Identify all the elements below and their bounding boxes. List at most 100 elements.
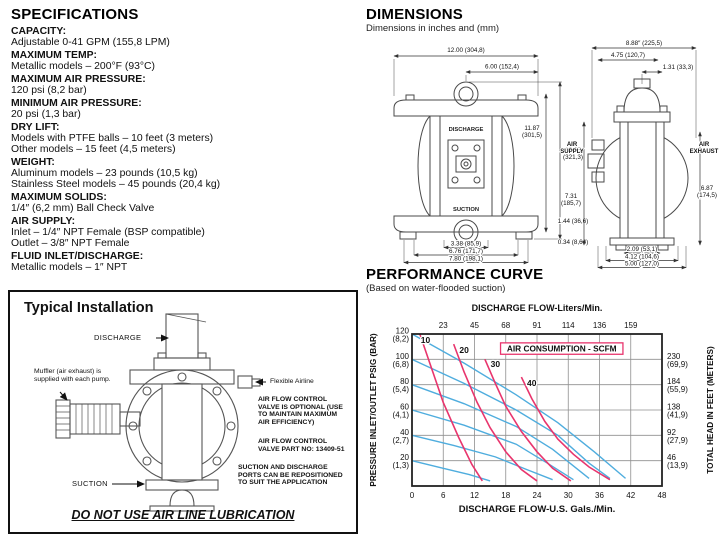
- right-tick-label: (27,9): [667, 436, 688, 445]
- dimension-label: 5.00 (127,0): [625, 261, 659, 268]
- dimensions-subtitle: Dimensions in inches and (mm): [366, 23, 500, 34]
- performance-title: PERFORMANCE CURVE: [366, 266, 544, 283]
- bottom-tick-label: 24: [533, 491, 542, 500]
- dimension-label: 4.75 (120,7): [611, 52, 645, 59]
- spec-value: Adjustable 0-41 GPM (155,8 LPM): [11, 37, 170, 48]
- spec-label: MAXIMUM SOLIDS:: [11, 192, 107, 203]
- top-tick-label: 136: [593, 321, 607, 330]
- dimension-label: 1.31 (33,3): [663, 64, 693, 71]
- dimension-label: 12.65 (321,3): [563, 147, 583, 161]
- right-tick-label: 230: [667, 352, 681, 361]
- spec-item: MAXIMUM AIR PRESSURE: 120 psi (8,2 bar): [11, 74, 359, 96]
- water-flow-curve: [411, 459, 491, 482]
- right-tick-label: 46: [667, 453, 676, 462]
- left-tick-label: (5,4): [393, 385, 410, 394]
- spec-item: MAXIMUM TEMP: Metallic models – 200°F (93…: [11, 50, 359, 72]
- dimensions-title: DIMENSIONS: [366, 6, 464, 23]
- plot-border: [411, 333, 663, 487]
- typical-installation-panel: Typical Installation: [8, 290, 358, 534]
- spec-value: Aluminum models – 23 pounds (10,5 kg): [11, 168, 198, 179]
- dimension-label: 12.00 (304,8): [447, 47, 484, 54]
- dimension-label: 6.00 (152,4): [485, 64, 519, 71]
- spec-label: MAXIMUM AIR PRESSURE:: [11, 74, 146, 85]
- spec-value: Stainless Steel models – 45 pounds (20,4…: [11, 179, 221, 190]
- spec-value: Metallic models – 1″ NPT: [11, 262, 128, 273]
- air-curve-label: 40: [527, 378, 537, 388]
- right-tick-label: (41,9): [667, 411, 688, 420]
- air-valve-note: AIR FLOW CONTROL VALVE IS OPTIONAL (USE …: [258, 396, 343, 426]
- bottom-tick-label: 0: [410, 491, 415, 500]
- front-view-drawing: DISCHARGE SUCTION 12.00 (304,8) 6.00 (15…: [393, 46, 589, 265]
- water-flow-curve: [411, 358, 611, 479]
- performance-section: PERFORMANCE CURVE (Based on water-floode…: [366, 266, 716, 294]
- left-tick-label: 100: [396, 352, 410, 361]
- air-line-warning: DO NOT USE AIR LINE LUBRICATION: [71, 508, 295, 522]
- spec-label: AIR SUPPLY:: [11, 216, 76, 227]
- installation-drawing: [55, 313, 266, 512]
- front-discharge-label: DISCHARGE: [449, 127, 484, 133]
- spec-item: WEIGHT: Aluminum models – 23 pounds (10,5…: [11, 157, 359, 190]
- spec-item: CAPACITY: Adjustable 0-41 GPM (155,8 LPM): [11, 26, 359, 48]
- dimension-label: 8.88″ (225,5): [626, 40, 662, 47]
- right-tick-label: 184: [667, 377, 681, 386]
- bottom-axis-title: DISCHARGE FLOW-U.S. Gals./Min.: [459, 504, 616, 515]
- spec-label: FLUID INLET/DISCHARGE:: [11, 251, 144, 262]
- dimension-label: 4.12 (104,6): [625, 254, 659, 261]
- dimension-label: 3.38 (85,9): [451, 241, 481, 248]
- bottom-tick-label: 36: [595, 491, 604, 500]
- right-tick-label: 92: [667, 428, 676, 437]
- air-consumption-curve: [419, 333, 483, 482]
- right-tick-label: (13,9): [667, 461, 688, 470]
- spec-value: 20 psi (1,3 bar): [11, 109, 81, 120]
- spec-value: Models with PTFE balls – 10 feet (3 mete…: [11, 133, 214, 144]
- side-view-drawing: 8.88″ (225,5) 4.75 (120,7) 1.31 (33,3) 7…: [559, 39, 719, 270]
- spec-value: Inlet – 1/4″ NPT Female (BSP compatible): [11, 227, 205, 238]
- dimension-label: 7.80 (198,1): [449, 256, 483, 263]
- bottom-tick-label: 48: [658, 491, 667, 500]
- dimension-label: 11.87 (301,5): [522, 125, 542, 139]
- spec-item: FLUID INLET/DISCHARGE: Metallic models – …: [11, 251, 359, 273]
- top-tick-label: 23: [439, 321, 448, 330]
- air-curve-label: 10: [421, 335, 431, 345]
- water-flow-curve: [411, 434, 553, 481]
- dimension-label: 6.76 (171,7): [449, 248, 483, 255]
- spec-value: 1/4″ (6,2 mm) Ball Check Valve: [11, 203, 155, 214]
- performance-subtitle: (Based on water-flooded suction): [366, 283, 506, 294]
- spec-value: 120 psi (8,2 bar): [11, 85, 87, 96]
- right-tick-label: 138: [667, 403, 681, 412]
- dimension-label: 2.09 (53,1): [627, 246, 657, 253]
- spec-value: Metallic models – 200°F (93°C): [11, 61, 156, 72]
- bottom-tick-label: 18: [501, 491, 510, 500]
- right-tick-label: (69,9): [667, 360, 688, 369]
- dimension-label: 0.34 (8,64): [558, 239, 588, 246]
- left-tick-label: 40: [400, 428, 409, 437]
- dimension-label: 1.44 (36,6): [558, 218, 588, 225]
- left-tick-label: 120: [396, 327, 410, 336]
- air-consumption-curve: [452, 343, 538, 482]
- spec-label: WEIGHT:: [11, 157, 55, 168]
- left-tick-label: (2,7): [393, 436, 410, 445]
- left-axis-title: PRESSURE INLET/OUTLET PSIG (BAR): [369, 333, 378, 487]
- muffler-note: Muffler (air exhaust) is supplied with e…: [34, 368, 111, 383]
- left-tick-label: 80: [400, 377, 409, 386]
- air-curve-label: 20: [459, 345, 469, 355]
- left-tick-label: (1,3): [393, 461, 410, 470]
- bottom-tick-label: 6: [441, 491, 446, 500]
- performance-chart: DISCHARGE FLOW-Liters/Min. 23 45 68 91 114 136…: [369, 303, 715, 515]
- left-tick-label: (8,2): [393, 335, 410, 344]
- dimensions-drawings: DISCHARGE SUCTION 12.00 (304,8) 6.00 (15…: [393, 39, 719, 270]
- installation-discharge-label: DISCHARGE: [94, 333, 142, 342]
- left-tick-label: 20: [400, 453, 409, 462]
- spec-value: Other models – 15 feet (4,5 meters): [11, 144, 176, 155]
- dimension-label: 6.87 (174,5): [697, 185, 717, 199]
- dimension-label: 7.31 (185,7): [561, 193, 581, 207]
- top-tick-label: 159: [624, 321, 638, 330]
- left-tick-label: (6,8): [393, 360, 410, 369]
- top-tick-label: 114: [562, 321, 575, 330]
- top-axis-title: DISCHARGE FLOW-Liters/Min.: [472, 303, 603, 313]
- spec-label: CAPACITY:: [11, 26, 67, 37]
- air-consumption-curve: [484, 359, 572, 482]
- right-tick-label: (55,9): [667, 385, 688, 394]
- bottom-tick-label: 12: [470, 491, 479, 500]
